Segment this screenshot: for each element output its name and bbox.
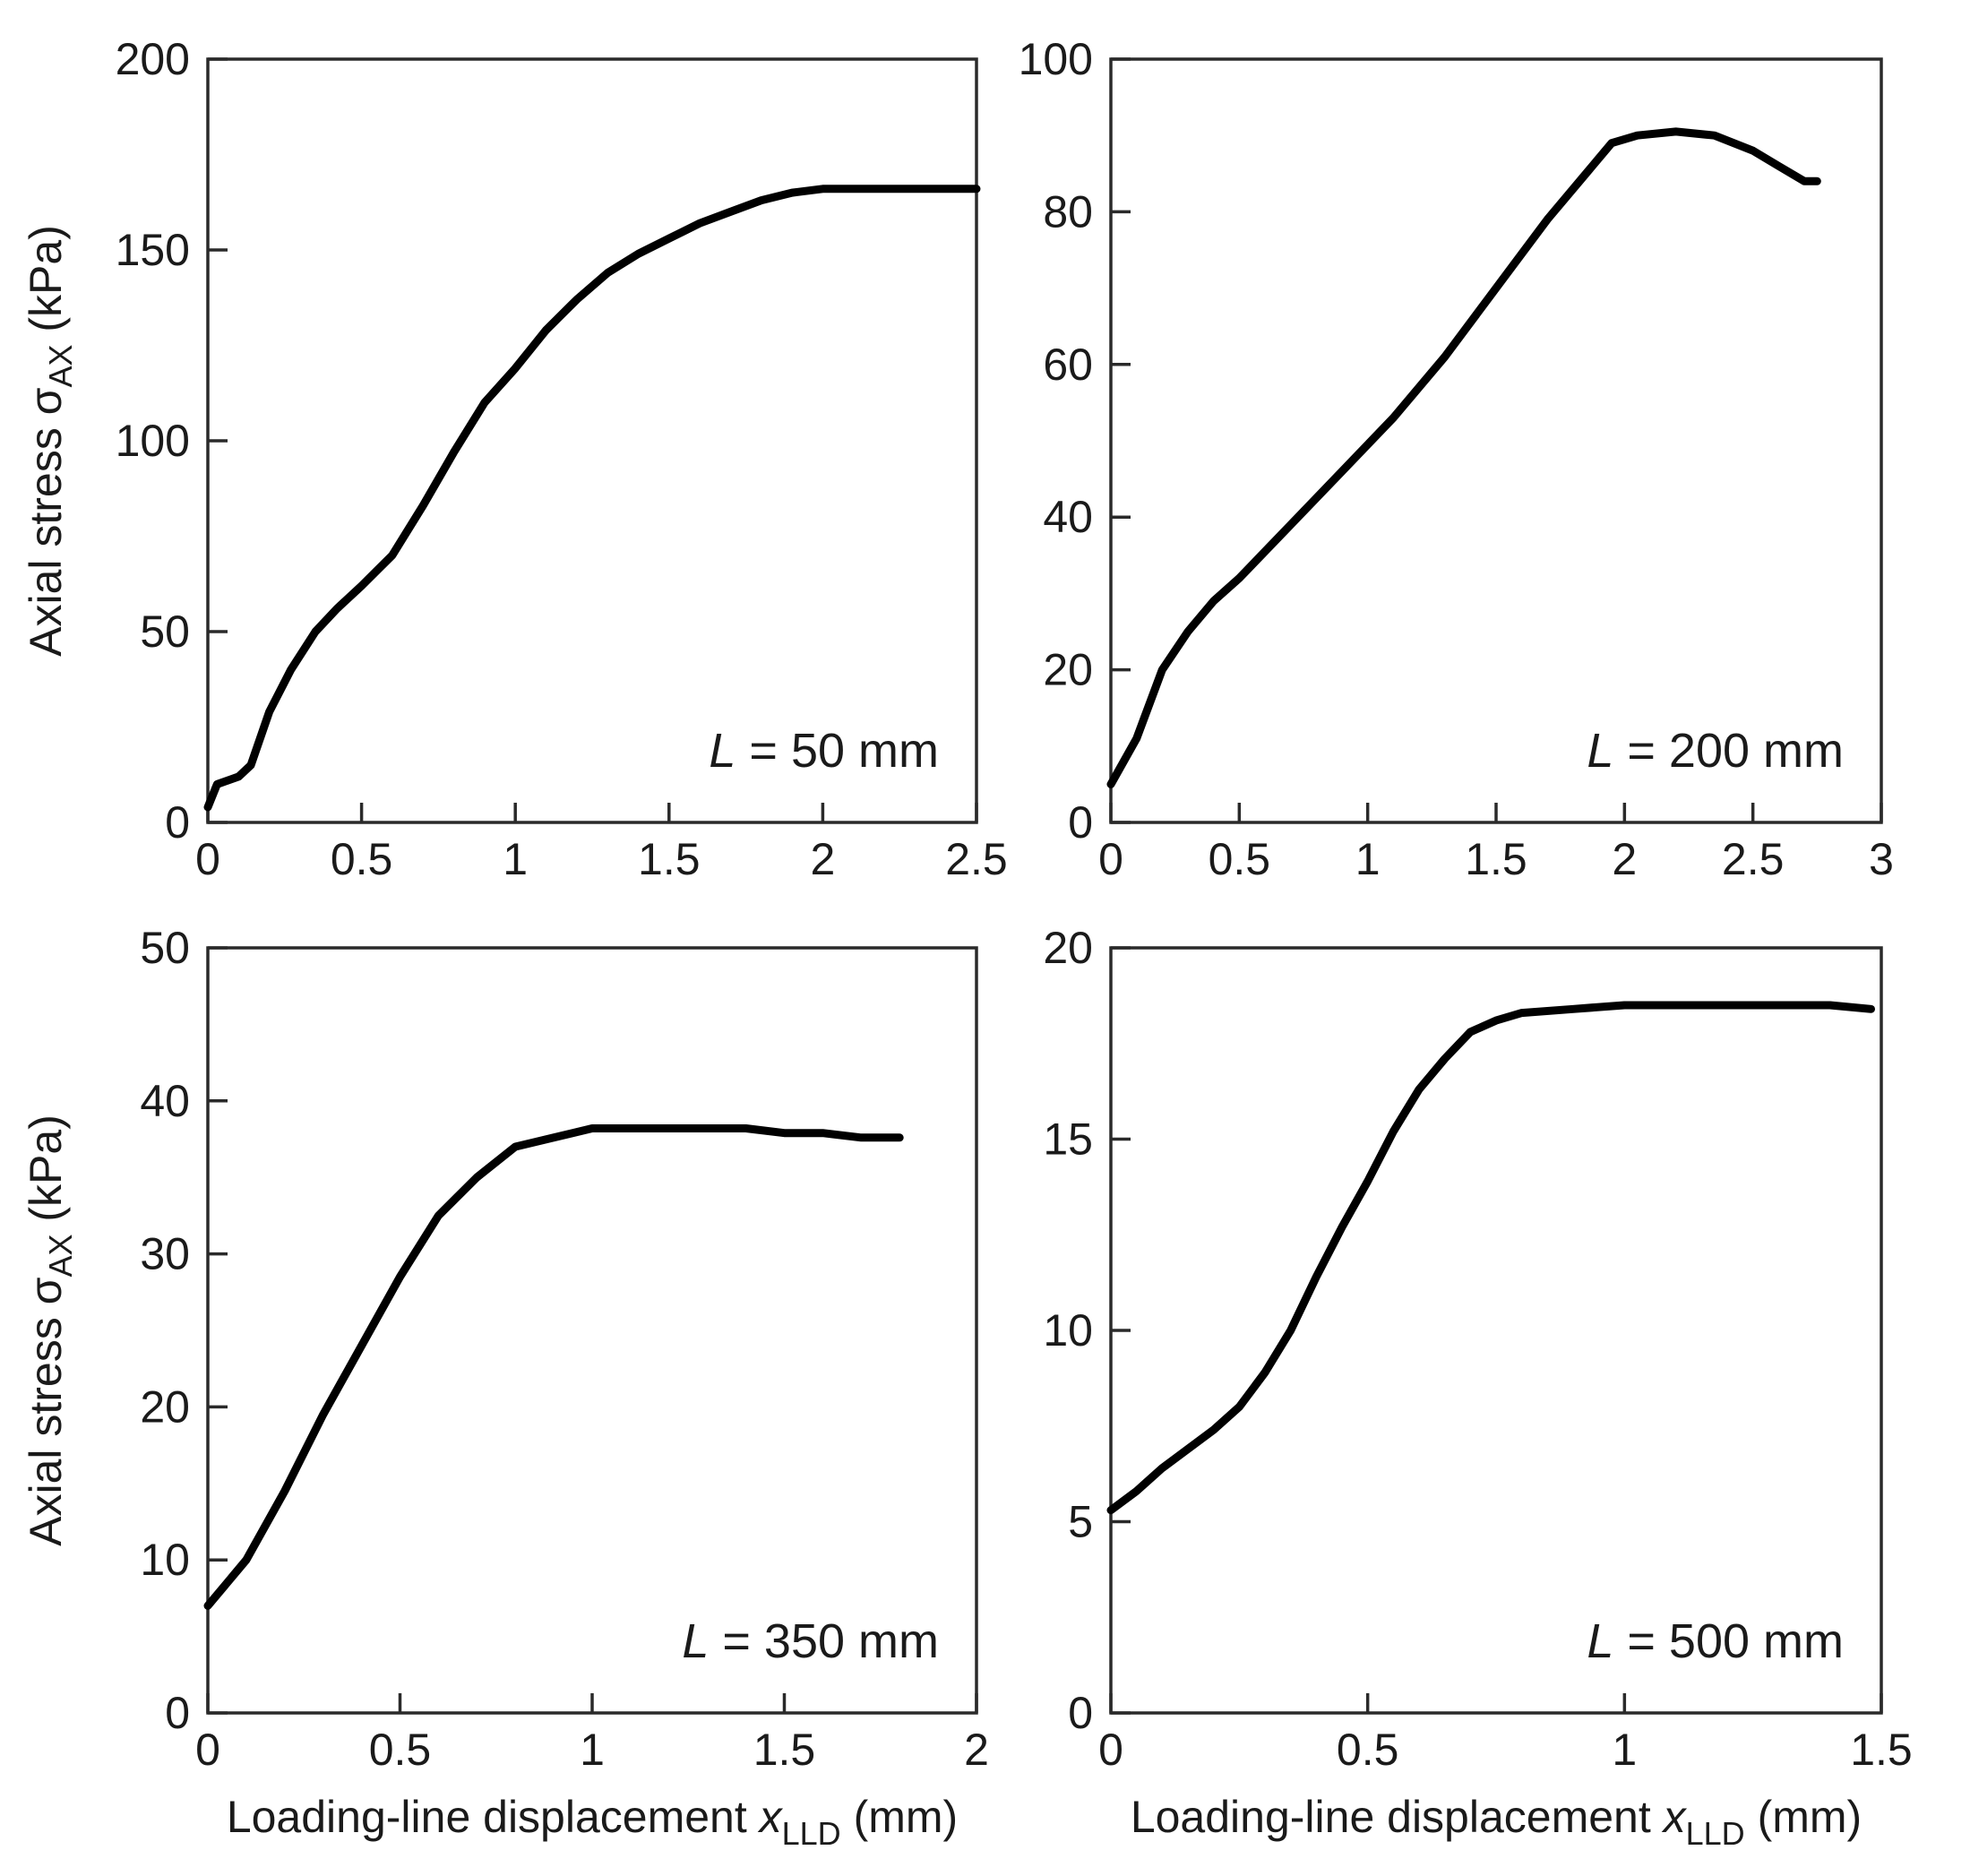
x-tick-label: 1 — [1355, 834, 1381, 884]
x-tick-label: 1 — [1612, 1725, 1637, 1775]
x-tick-label: 0 — [1098, 834, 1123, 884]
y-tick-label: 20 — [140, 1381, 190, 1432]
x-axis-label: Loading-line displacement xLLD (mm) — [227, 1792, 958, 1852]
x-tick-label: 2 — [1612, 834, 1637, 884]
y-tick-label: 15 — [1043, 1114, 1093, 1165]
y-tick-label: 0 — [1068, 797, 1093, 848]
x-tick-label: 1.5 — [1465, 834, 1527, 884]
x-tick-label: 0.5 — [369, 1725, 432, 1775]
plot-frame — [1109, 946, 1883, 1715]
x-axis-label: Loading-line displacement xLLD (mm) — [1131, 1792, 1862, 1852]
y-tick-label: 80 — [1043, 186, 1093, 237]
y-tick-label: 10 — [140, 1535, 190, 1585]
x-tick-label: 2 — [964, 1725, 989, 1775]
y-tick-label: 20 — [1043, 645, 1093, 695]
y-tick-label: 0 — [165, 1688, 190, 1738]
x-tick-label: 0.5 — [1337, 1725, 1399, 1775]
y-tick-label: 20 — [1043, 923, 1093, 973]
x-tick-label: 1.5 — [753, 1725, 816, 1775]
x-tick-label: 1.5 — [1850, 1725, 1913, 1775]
series-line-1 — [203, 1124, 904, 1610]
plot-frame — [206, 57, 978, 824]
panel-annotation: L = 350 mm — [682, 1614, 939, 1668]
y-tick-label: 40 — [140, 1076, 190, 1126]
series-line-1 — [1106, 127, 1821, 788]
y-tick-label: 50 — [140, 607, 190, 657]
x-tick-label: 1 — [580, 1725, 605, 1775]
x-tick-label: 3 — [1869, 834, 1894, 884]
y-tick-label: 0 — [165, 797, 190, 848]
y-tick-label: 200 — [116, 34, 190, 84]
plot-frame — [206, 946, 978, 1715]
y-tick-label: 50 — [140, 923, 190, 973]
panel-annotation: L = 200 mm — [1587, 724, 1844, 778]
x-tick-label: 0.5 — [1209, 834, 1271, 884]
panel-annotation: L = 500 mm — [1587, 1614, 1844, 1668]
y-tick-label: 30 — [140, 1229, 190, 1279]
y-tick-label: 60 — [1043, 340, 1093, 390]
x-tick-label: 1 — [503, 834, 528, 884]
y-tick-label: 100 — [1019, 34, 1093, 84]
plot-frame — [1109, 57, 1883, 824]
x-tick-label: 2.5 — [945, 834, 1008, 884]
series-line-1 — [203, 185, 981, 812]
y-tick-label: 5 — [1068, 1497, 1093, 1547]
chart-panel-4: 0 0.5 1 1.5 0 5 10 15 20 L = 500 mm Loading-line d… — [1043, 923, 1912, 1852]
y-tick-label: 40 — [1043, 492, 1093, 542]
panel-annotation: L = 50 mm — [709, 724, 939, 778]
x-tick-label: 0.5 — [331, 834, 393, 884]
x-tick-label: 0 — [1098, 1725, 1123, 1775]
series-line-1 — [1106, 1001, 1875, 1515]
x-tick-label: 0 — [195, 1725, 220, 1775]
y-axis-label: Axial stress σAX (kPa) — [21, 1114, 79, 1546]
x-tick-label: 2 — [810, 834, 835, 884]
x-tick-label: 1.5 — [638, 834, 701, 884]
chart-panel-1: 0 0.5 1 1.5 2 2.5 0 50 100 150 200 L = 50 mm Axial s… — [21, 34, 1008, 884]
chart-panel-2: 0 0.5 1 1.5 2 2.5 3 0 20 40 60 80 100 L = 200 mm — [1019, 34, 1894, 884]
x-tick-label: 2.5 — [1722, 834, 1785, 884]
y-tick-label: 0 — [1068, 1688, 1093, 1738]
y-tick-label: 150 — [116, 225, 190, 275]
y-tick-label: 100 — [116, 416, 190, 466]
x-tick-label: 0 — [195, 834, 220, 884]
y-axis-label: Axial stress σAX (kPa) — [21, 225, 79, 657]
y-tick-label: 10 — [1043, 1305, 1093, 1355]
